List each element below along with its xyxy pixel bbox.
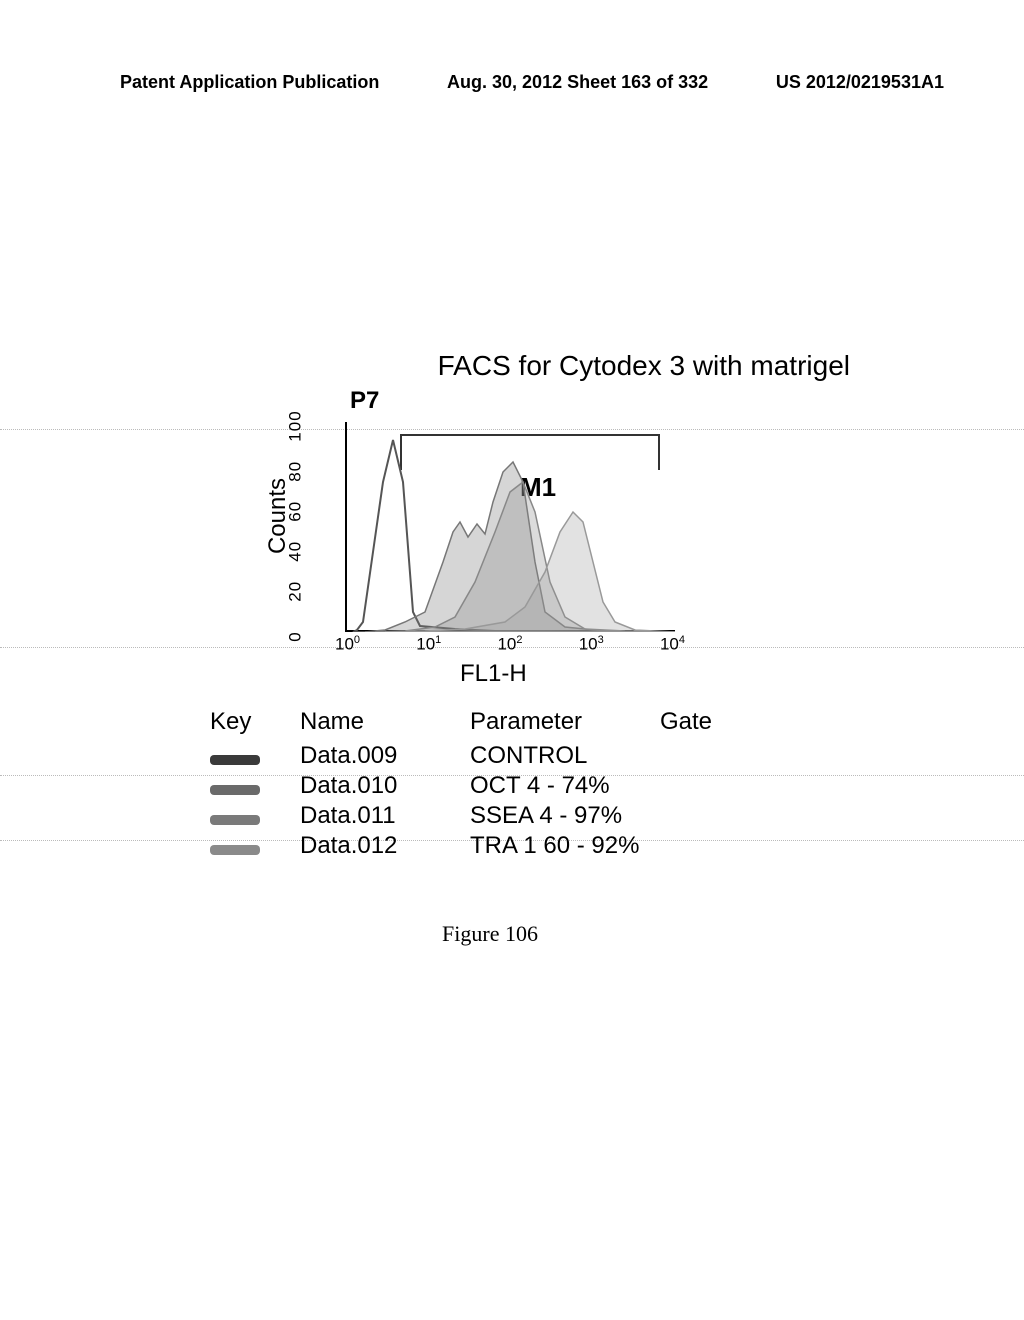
legend-name: Data.009 bbox=[300, 741, 470, 771]
legend-col-name: Name bbox=[300, 707, 470, 737]
legend-swatch bbox=[210, 785, 260, 795]
header-left: Patent Application Publication bbox=[120, 72, 379, 93]
x-tick: 104 bbox=[660, 634, 685, 655]
figure-caption: Figure 106 bbox=[100, 921, 880, 947]
x-tick: 101 bbox=[416, 634, 441, 655]
y-tick: 40 bbox=[286, 530, 306, 561]
y-tick: 0 bbox=[286, 610, 306, 641]
legend-swatch bbox=[210, 815, 260, 825]
legend-name: Data.010 bbox=[300, 771, 470, 801]
y-tick: 60 bbox=[286, 490, 306, 521]
p7-label: P7 bbox=[350, 387, 379, 415]
legend-row: Data.011SSEA 4 - 97% bbox=[210, 801, 880, 831]
legend-swatch bbox=[210, 755, 260, 765]
facs-histogram-chart: P7 Counts 020406080100 M1 10010110210310… bbox=[260, 392, 760, 672]
y-axis-ticks: 020406080100 bbox=[280, 416, 311, 636]
header-right: US 2012/0219531A1 bbox=[776, 72, 944, 93]
legend-parameter: SSEA 4 - 97% bbox=[470, 801, 750, 831]
histogram-curves bbox=[345, 422, 675, 632]
legend-swatch bbox=[210, 845, 260, 855]
legend-row: Data.012TRA 1 60 - 92% bbox=[210, 831, 880, 861]
legend-parameter: TRA 1 60 - 92% bbox=[470, 831, 750, 861]
legend-parameter: CONTROL bbox=[470, 741, 750, 771]
legend-col-gate: Gate bbox=[660, 707, 760, 737]
x-tick: 103 bbox=[579, 634, 604, 655]
figure-106: FACS for Cytodex 3 with matrigel P7 Coun… bbox=[180, 350, 880, 947]
y-tick: 20 bbox=[286, 570, 306, 601]
legend-header: Key Name Parameter Gate bbox=[210, 707, 880, 737]
y-tick: 100 bbox=[286, 410, 306, 441]
figure-title: FACS for Cytodex 3 with matrigel bbox=[180, 350, 880, 382]
x-axis-label: FL1-H bbox=[460, 660, 527, 688]
legend-parameter: OCT 4 - 74% bbox=[470, 771, 750, 801]
legend-col-parameter: Parameter bbox=[470, 707, 660, 737]
legend-row: Data.009CONTROL bbox=[210, 741, 880, 771]
legend-table: Key Name Parameter Gate Data.009CONTROLD… bbox=[210, 707, 880, 861]
x-axis-ticks: 100 101 102 103 104 bbox=[335, 634, 685, 655]
x-tick: 102 bbox=[497, 634, 522, 655]
y-tick: 80 bbox=[286, 450, 306, 481]
x-tick: 100 bbox=[335, 634, 360, 655]
legend-name: Data.012 bbox=[300, 831, 470, 861]
legend-col-key: Key bbox=[210, 707, 300, 737]
legend-row: Data.010OCT 4 - 74% bbox=[210, 771, 880, 801]
legend-name: Data.011 bbox=[300, 801, 470, 831]
header-center: Aug. 30, 2012 Sheet 163 of 332 bbox=[447, 72, 708, 93]
